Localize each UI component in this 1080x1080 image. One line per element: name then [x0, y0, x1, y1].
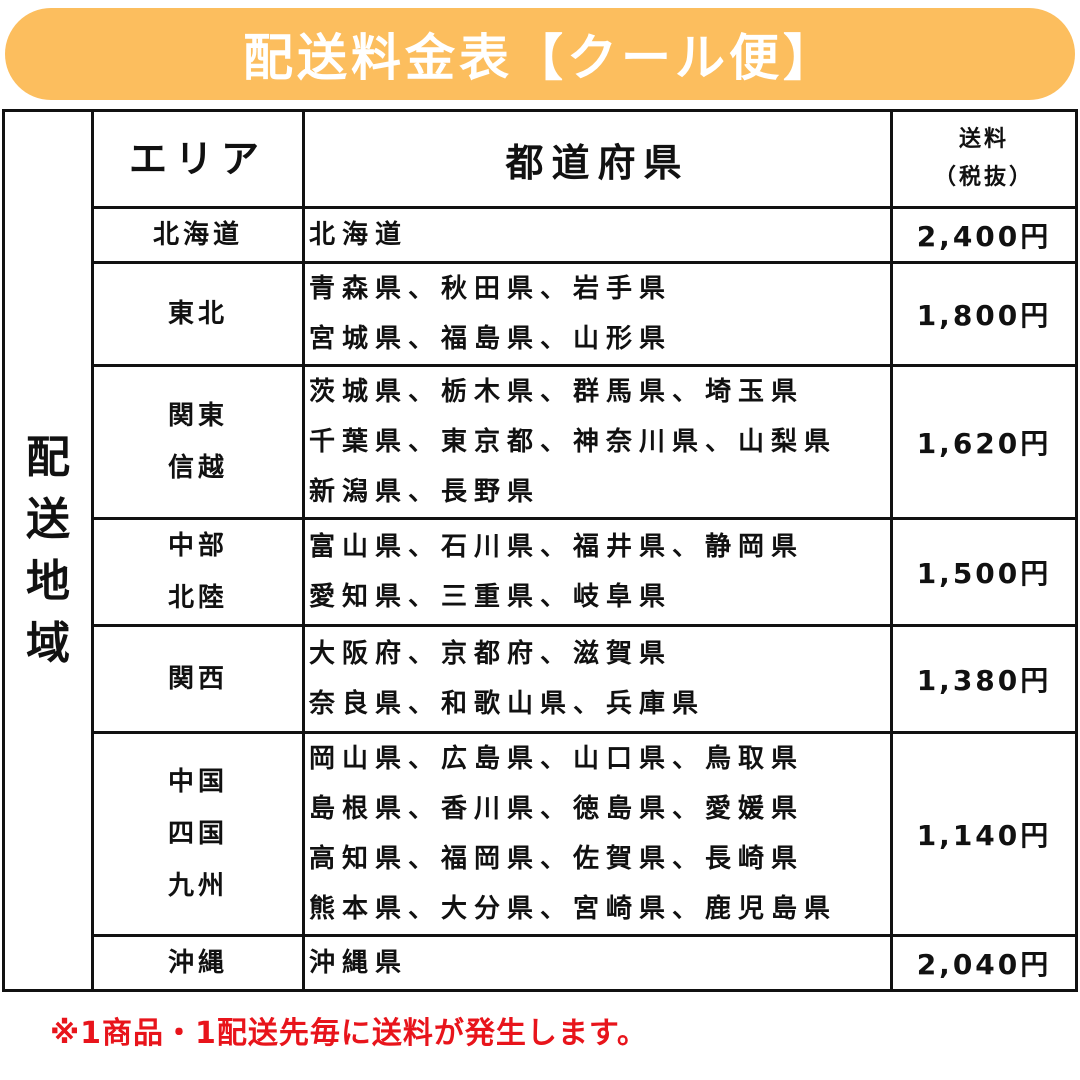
prefecture-line: 青森県、秋田県、岩手県	[309, 274, 673, 304]
prefecture-line: 島根県、香川県、徳島県、愛媛県	[309, 794, 805, 824]
area-name: 中部	[167, 531, 228, 561]
table-row: 関西 大阪府、京都府、滋賀県 奈良県、和歌山県、兵庫県 1,380円	[4, 624, 1078, 734]
table-row: 中部 北陸 富山県、石川県、福井県、静岡県 愛知県、三重県、岐阜県 1,500円	[4, 517, 1078, 627]
area-cell: 中部 北陸	[91, 517, 305, 627]
page-title: 配送料金表【クール便】	[5, 8, 1075, 100]
prefecture-line: 熊本県、大分県、宮崎県、鹿児島県	[309, 894, 838, 924]
header-fee-line2: （税抜）	[933, 165, 1034, 190]
side-label-char: 送	[26, 493, 70, 545]
table-header-row: 配 送 地 域 エリア 都道府県 送料 （税抜）	[2, 109, 1078, 992]
prefecture-line: 北海道	[309, 220, 409, 250]
side-label: 配 送 地 域	[2, 109, 94, 992]
price-cell: 1,380円	[890, 624, 1078, 734]
area-name: 東北	[167, 299, 228, 329]
area-cell: 北海道	[91, 206, 305, 264]
area-cell: 中国 四国 九州	[91, 731, 305, 937]
prefecture-line: 宮城県、福島県、山形県	[309, 324, 673, 354]
price-cell: 2,040円	[890, 934, 1078, 992]
area-name: 四国	[167, 819, 228, 849]
shipping-fee-table: 配 送 地 域 エリア 都道府県 送料 （税抜） 北海道 北海道 2,400円東北 青…	[2, 109, 1078, 992]
prefecture-cell: 沖縄県	[302, 934, 893, 992]
area-cell: 関東 信越	[91, 364, 305, 520]
area-name: 九州	[167, 871, 228, 901]
area-cell: 関西	[91, 624, 305, 734]
area-name: 沖縄	[167, 948, 228, 978]
price-cell: 1,800円	[890, 261, 1078, 367]
area-name: 関東	[167, 401, 228, 431]
area-cell: 東北	[91, 261, 305, 367]
header-area: エリア	[91, 109, 305, 209]
table-row: 中国 四国 九州 岡山県、広島県、山口県、鳥取県 島根県、香川県、徳島県、愛媛県 高知県、…	[4, 731, 1078, 937]
area-name: 北海道	[152, 220, 243, 250]
prefecture-cell: 岡山県、広島県、山口県、鳥取県 島根県、香川県、徳島県、愛媛県 高知県、福岡県、佐賀…	[302, 731, 893, 937]
prefecture-line: 千葉県、東京都、神奈川県、山梨県	[309, 427, 838, 457]
prefecture-cell: 北海道	[302, 206, 893, 264]
side-label-char: 地	[26, 555, 70, 607]
prefecture-cell: 富山県、石川県、福井県、静岡県 愛知県、三重県、岐阜県	[302, 517, 893, 627]
table-row: 東北 青森県、秋田県、岩手県 宮城県、福島県、山形県 1,800円	[4, 261, 1078, 367]
prefecture-line: 岡山県、広島県、山口県、鳥取県	[309, 744, 805, 774]
prefecture-line: 富山県、石川県、福井県、静岡県	[309, 532, 805, 562]
prefecture-line: 奈良県、和歌山県、兵庫県	[309, 689, 706, 719]
prefecture-line: 高知県、福岡県、佐賀県、長崎県	[309, 844, 805, 874]
prefecture-cell: 茨城県、栃木県、群馬県、埼玉県千葉県、東京都、神奈川県、山梨県 新潟県、長野県	[302, 364, 893, 520]
prefecture-line: 新潟県、長野県	[309, 477, 541, 507]
prefecture-line: 愛知県、三重県、岐阜県	[309, 582, 673, 612]
table-row: 沖縄 沖縄県 2,040円	[4, 934, 1078, 992]
header-fee: 送料 （税抜）	[890, 109, 1078, 209]
shipping-note: ※1商品・1配送先毎に送料が発生します。	[50, 1016, 648, 1051]
area-name: 関西	[167, 664, 228, 694]
price-cell: 2,400円	[890, 206, 1078, 264]
price-cell: 1,620円	[890, 364, 1078, 520]
prefecture-cell: 大阪府、京都府、滋賀県奈良県、和歌山県、兵庫県	[302, 624, 893, 734]
area-name: 中国	[167, 767, 228, 797]
side-label-char: 域	[26, 617, 70, 669]
header-prefecture: 都道府県	[302, 109, 893, 209]
prefecture-line: 茨城県、栃木県、群馬県、埼玉県	[309, 377, 805, 407]
prefecture-line: 大阪府、京都府、滋賀県	[309, 639, 673, 669]
area-name: 北陸	[167, 583, 228, 613]
header-fee-line1: 送料	[958, 127, 1009, 152]
price-cell: 1,140円	[890, 731, 1078, 937]
side-label-char: 配	[26, 431, 70, 483]
area-name: 信越	[167, 453, 228, 483]
prefecture-cell: 青森県、秋田県、岩手県 宮城県、福島県、山形県	[302, 261, 893, 367]
price-cell: 1,500円	[890, 517, 1078, 627]
prefecture-line: 沖縄県	[309, 948, 409, 978]
area-cell: 沖縄	[91, 934, 305, 992]
table-row: 北海道 北海道 2,400円	[4, 206, 1078, 264]
table-row: 関東 信越 茨城県、栃木県、群馬県、埼玉県 千葉県、東京都、神奈川県、山梨県 新潟県、長…	[4, 364, 1078, 520]
